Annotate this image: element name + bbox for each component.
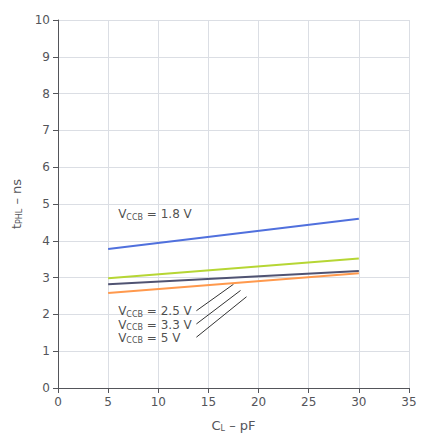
svg-text:CCB: CCB <box>126 213 143 222</box>
svg-text:CCB: CCB <box>126 336 143 345</box>
svg-text:CCB: CCB <box>126 310 143 319</box>
svg-text:10: 10 <box>35 13 50 27</box>
svg-text:9: 9 <box>42 50 50 64</box>
svg-text:5: 5 <box>104 395 112 409</box>
svg-text:10: 10 <box>151 395 166 409</box>
svg-text:25: 25 <box>301 395 316 409</box>
svg-text:7: 7 <box>42 123 50 137</box>
svg-text:1: 1 <box>42 344 50 358</box>
svg-text:t: t <box>9 224 25 230</box>
svg-text:– pF: – pF <box>225 418 256 433</box>
svg-text:V: V <box>118 331 127 345</box>
svg-text:0: 0 <box>54 395 62 409</box>
svg-text:= 1.8 V: = 1.8 V <box>143 207 193 221</box>
svg-text:4: 4 <box>42 234 50 248</box>
svg-text:35: 35 <box>401 395 416 409</box>
svg-text:V: V <box>118 304 127 319</box>
svg-text:CCB: CCB <box>126 323 143 332</box>
svg-text:= 3.3 V: = 3.3 V <box>143 318 193 332</box>
svg-text:C: C <box>211 418 220 433</box>
svg-text:5: 5 <box>42 197 50 211</box>
svg-text:= 5 V: = 5 V <box>143 331 181 345</box>
svg-text:3: 3 <box>42 271 50 285</box>
svg-text:20: 20 <box>251 395 266 409</box>
svg-text:L: L <box>220 423 225 433</box>
svg-text:0: 0 <box>42 381 50 395</box>
svg-text:2: 2 <box>42 307 50 321</box>
svg-text:30: 30 <box>351 395 366 409</box>
svg-text:V: V <box>118 207 127 222</box>
svg-text:PHL: PHL <box>15 208 24 224</box>
svg-text:– ns: – ns <box>9 179 24 209</box>
svg-text:6: 6 <box>42 160 50 174</box>
svg-text:8: 8 <box>42 87 50 101</box>
svg-text:V: V <box>118 317 127 332</box>
svg-text:15: 15 <box>201 395 216 409</box>
svg-text:= 2.5 V: = 2.5 V <box>143 304 193 318</box>
